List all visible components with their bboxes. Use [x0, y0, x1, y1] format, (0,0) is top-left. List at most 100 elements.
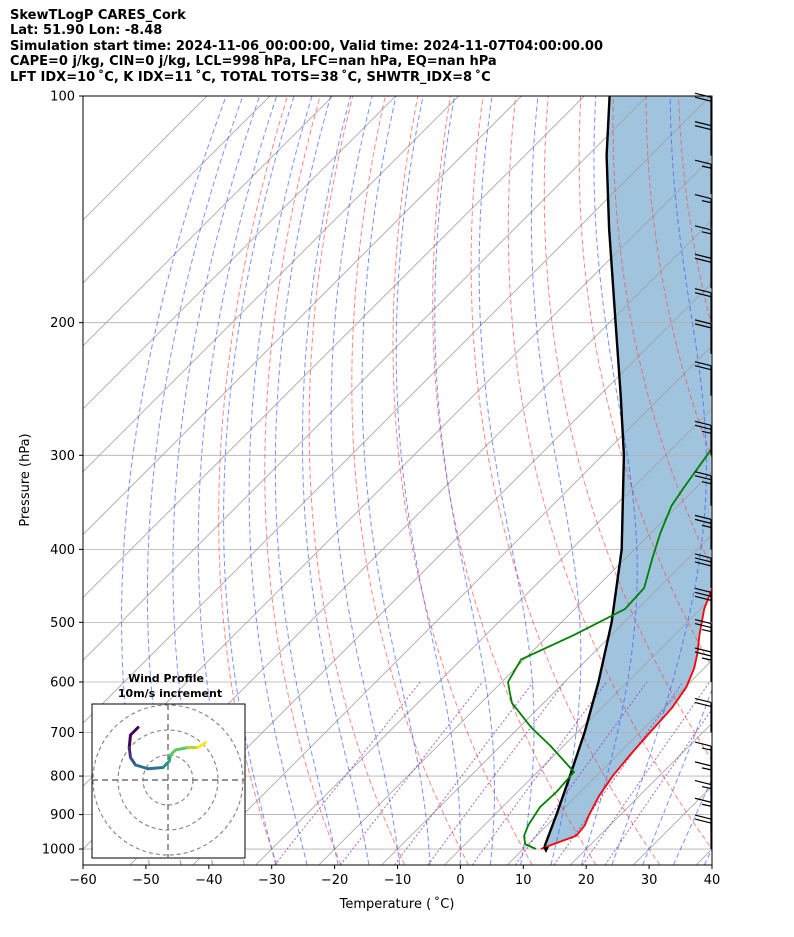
wind-barb-flag [694, 257, 712, 263]
wind-barb-flag [694, 194, 712, 200]
mixing-ratio-line [394, 681, 534, 865]
wind-profile-inset: Wind Profile 10m/s increment [91, 672, 246, 859]
isotherm [444, 596, 712, 865]
moist-adiabat [274, 96, 339, 865]
dry-adiabat [776, 96, 794, 865]
mixing-ratio-line [581, 681, 711, 865]
wind-barb-flag [694, 96, 712, 102]
wind-barb-flag [694, 514, 712, 520]
moist-adiabat [248, 96, 313, 865]
inset-rings [92, 704, 245, 858]
cin-area [540, 96, 712, 849]
wind-barb-half [701, 165, 712, 169]
mixing-ratio-line [427, 681, 566, 865]
isotherm [569, 722, 712, 865]
wind-barb-flag [694, 780, 712, 786]
isotherm [83, 96, 397, 410]
wind-barb-flag [694, 647, 712, 653]
y-tick-label: 400 [50, 543, 75, 558]
dry-adiabat [470, 96, 661, 865]
wind-barb-flag [694, 518, 712, 524]
wind-barb-flag [694, 253, 712, 259]
wind-barbs [694, 92, 712, 850]
wind-barb-flag [694, 561, 712, 567]
isotherms [83, 96, 794, 865]
dry-adiabat [543, 96, 712, 762]
isotherm [83, 96, 522, 536]
hodograph-segment [129, 756, 137, 767]
hodograph-segment [174, 746, 190, 752]
wind-barb-flag [694, 159, 712, 165]
axes: −60 −50 −40 −30 −20 −10 0 10 20 30 40 100 200 300 400 5… [42, 90, 720, 889]
wind-barb-half [701, 231, 712, 235]
mixing-ratio-line [553, 681, 684, 865]
moist-adiabat [330, 96, 400, 865]
time-line: Simulation start time: 2024-11-06_00:00:… [10, 38, 603, 54]
x-tick-label: 0 [456, 873, 464, 888]
dry-adiabat [645, 96, 712, 460]
moist-adiabat [197, 96, 278, 865]
isotherm [83, 96, 711, 724]
isotherm [83, 96, 271, 284]
inset-subtitle: 10m/s increment [118, 687, 222, 700]
mixing-ratio-line [274, 681, 421, 865]
surface-marker [542, 847, 549, 854]
wind-barb-half [701, 628, 712, 633]
wind-barb-flag [694, 651, 712, 657]
mixing-ratio-line [514, 681, 648, 865]
wind-barb-half [701, 803, 712, 807]
y-tick-label: 900 [50, 808, 75, 823]
x-tick-label: −30 [258, 873, 285, 888]
y-tick-label: 600 [50, 675, 75, 690]
hodograph-segment [129, 726, 140, 737]
dry-adiabat [264, 96, 342, 865]
wind-barb-flag [694, 814, 712, 820]
wind-barb-flag [694, 365, 712, 371]
x-tick-label: −50 [132, 873, 159, 888]
y-tick-label: 500 [50, 616, 75, 631]
dry-adiabat [392, 96, 533, 865]
y-tick-label: 300 [50, 449, 75, 464]
moist-adiabat [361, 96, 431, 865]
wind-barb-half [701, 481, 712, 485]
wind-barb-flag [694, 420, 712, 426]
wind-barb-flag [694, 553, 712, 559]
y-tick-label: 800 [50, 770, 75, 785]
moist-adiabat [302, 96, 370, 865]
hodograph-segment [196, 741, 207, 749]
wind-barb-flag [694, 121, 712, 127]
x-tick-label: 40 [704, 873, 721, 888]
x-tick-label: −10 [384, 873, 411, 888]
dewpoint-line [507, 446, 712, 850]
hodograph-segment [146, 766, 165, 771]
isotherm [759, 96, 794, 865]
chart-title: SkewTLogP CARES_Cork [10, 8, 186, 23]
moist-adiabat [611, 96, 707, 865]
isotherm [381, 533, 712, 865]
moist-adiabat [642, 688, 712, 865]
moist-adiabat [703, 847, 712, 865]
wind-barb-flag [694, 557, 712, 563]
moist-adiabat [478, 96, 535, 865]
mixing-ratio-line [604, 708, 712, 865]
wind-barb-flag [694, 618, 712, 625]
x-tick-label: −40 [195, 873, 222, 888]
x-tick-label: −20 [321, 873, 348, 888]
moist-adiabat [172, 96, 261, 865]
profiles [507, 96, 712, 854]
y-tick-label: 700 [50, 726, 75, 741]
y-axis-label: Pressure (hPa) [18, 433, 33, 526]
isotherm [255, 408, 712, 865]
dry-adiabat [744, 96, 794, 865]
wind-barb-flag [694, 595, 712, 601]
hodograph-segment [127, 746, 132, 759]
location-line: Lat: 51.90 Lon: -8.48 [10, 23, 163, 39]
x-tick-label: 10 [515, 873, 532, 888]
wind-barb-flag [694, 125, 712, 131]
mixing-ratio-line [471, 681, 607, 865]
dry-adiabat [432, 96, 597, 865]
wind-barb-flag [694, 591, 712, 597]
wind-barb-half [701, 786, 712, 790]
isotherm [83, 96, 648, 661]
dry-adiabat [710, 96, 712, 116]
